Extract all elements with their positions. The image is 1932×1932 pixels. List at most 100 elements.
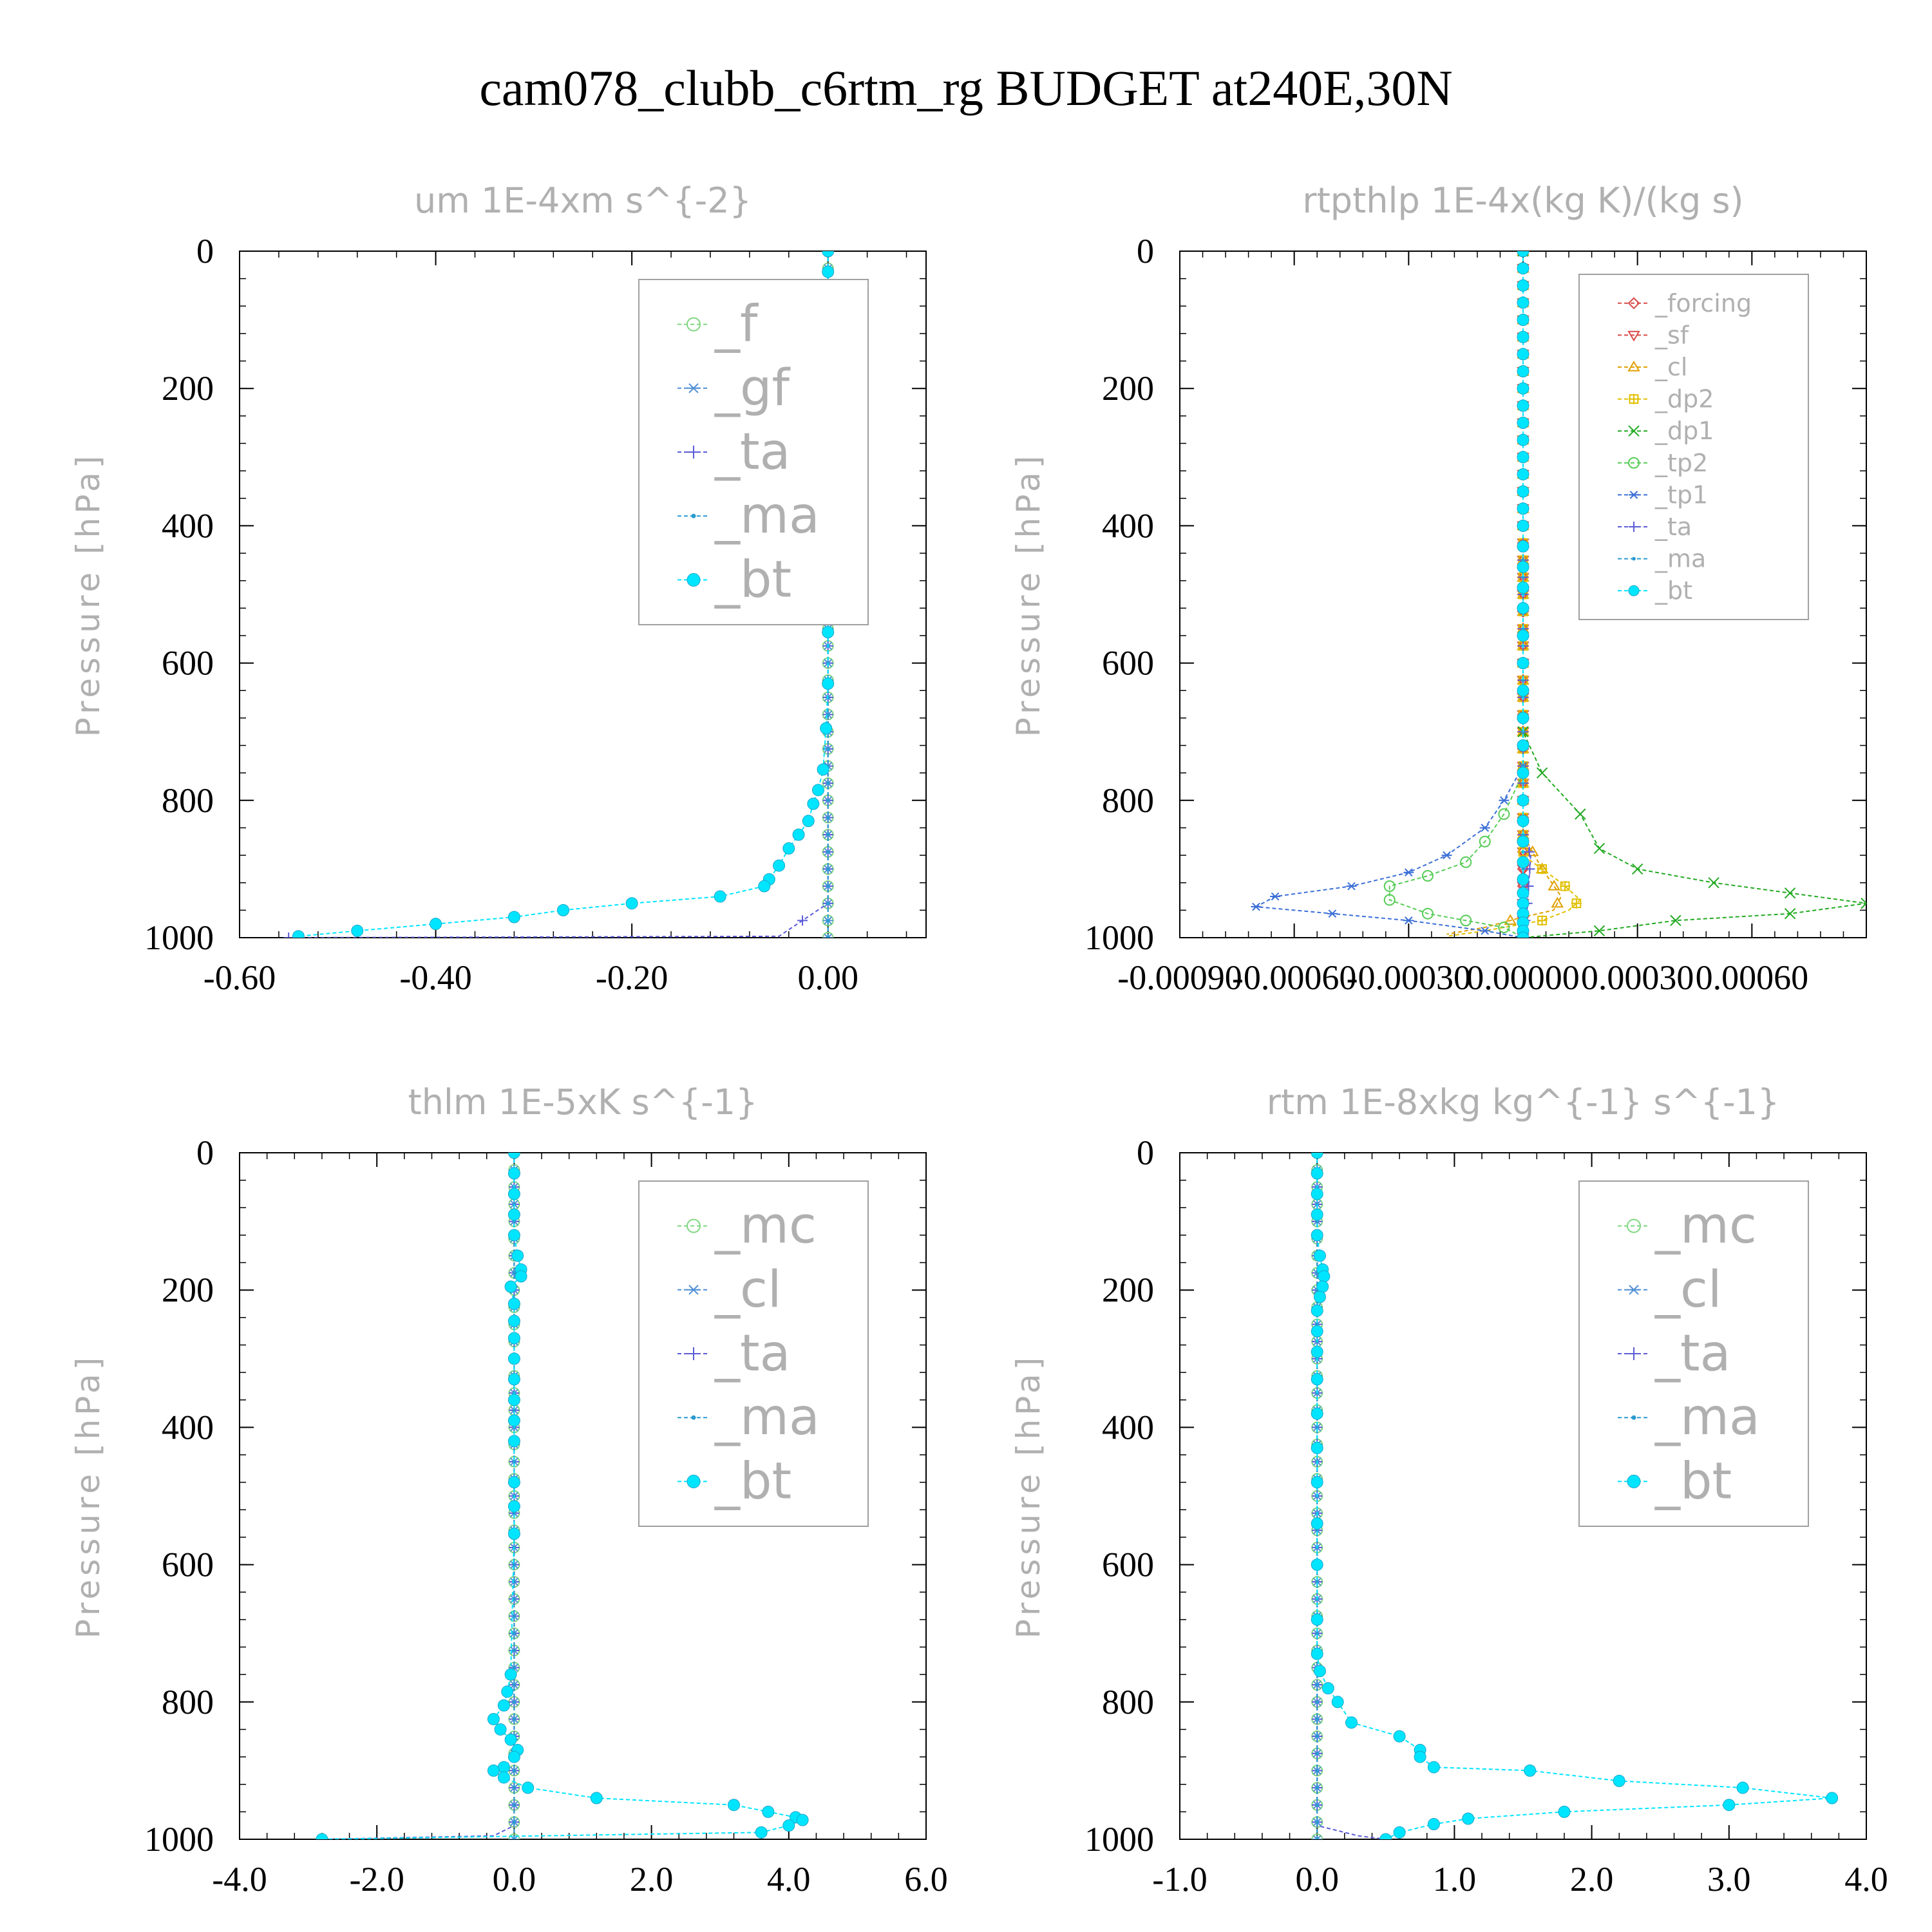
y-tick-label: 800: [162, 781, 214, 820]
series-bt: [1517, 251, 1530, 938]
x-tick-label: -1.0: [1152, 1860, 1207, 1899]
series-line: [1446, 251, 1582, 937]
data-point: [512, 1562, 516, 1567]
data-point: [1421, 907, 1434, 920]
data-point: [508, 1833, 520, 1839]
data-point: [497, 1761, 510, 1774]
y-tick-label: 0: [1137, 1133, 1154, 1172]
legend-label: _cl: [1654, 353, 1687, 381]
legend-label: _bt: [1654, 1452, 1732, 1510]
legend-marker: [687, 1218, 701, 1233]
data-point: [1521, 730, 1525, 734]
data-point: [826, 936, 830, 938]
data-point: [773, 859, 786, 872]
legend-label: _mc: [714, 1197, 817, 1255]
plot-frame: [239, 251, 927, 938]
data-point: [1517, 835, 1530, 848]
data-point: [1379, 1833, 1392, 1839]
data-point: [1311, 1325, 1323, 1338]
y-axis-label: Pressure [hPa]: [70, 1354, 107, 1639]
data-point: [1517, 856, 1530, 869]
data-point: [1593, 842, 1605, 855]
data-point: [1311, 1517, 1323, 1530]
data-point: [507, 1314, 520, 1327]
legend-marker: [687, 383, 700, 393]
data-point: [1315, 1837, 1319, 1839]
legend: _mc _cl _ta_ma _bt: [638, 1180, 869, 1527]
data-point: [507, 1352, 520, 1365]
data-point: [826, 747, 830, 751]
data-layer: [1311, 1153, 1839, 1839]
data-point: [507, 1394, 520, 1406]
x-tick-label: 6.0: [904, 1860, 948, 1899]
data-point: [820, 722, 833, 735]
legend-marker: [687, 446, 700, 459]
legend-label: _ta: [1654, 1325, 1730, 1383]
legend-label: _ta: [1654, 513, 1692, 541]
x-tick-label: -0.00090: [1117, 958, 1242, 997]
data-point: [512, 1408, 516, 1412]
data-point: [826, 661, 830, 665]
data-point: [755, 1826, 768, 1839]
data-point: [1498, 922, 1510, 934]
x-tick-label: 0.00: [797, 958, 858, 997]
legend-label: _ta: [714, 1325, 790, 1383]
data-point: [507, 1528, 520, 1540]
data-point: [1346, 882, 1357, 891]
legend-label: _tp1: [1654, 480, 1708, 509]
legend-marker: [687, 1474, 701, 1488]
data-point: [1517, 739, 1530, 752]
data-point: [1517, 657, 1530, 670]
data-point: [283, 933, 294, 938]
data-point: [1517, 314, 1530, 327]
data-point: [1460, 914, 1472, 927]
data-point: [1315, 1768, 1319, 1773]
panel-title: thlm 1E-5xK s^{-1}: [408, 1082, 758, 1122]
data-point: [512, 1631, 516, 1635]
legend: _f_gf _ta _ma _bt: [638, 279, 869, 625]
data-point: [1517, 560, 1530, 573]
series-line: [1254, 251, 1524, 938]
series-tp2: [1383, 251, 1529, 938]
series-line: [321, 1153, 804, 1839]
legend-marker: [691, 513, 696, 518]
data-point: [1315, 1683, 1319, 1687]
x-tick-label: 0.00000: [1466, 958, 1580, 997]
data-point: [507, 1332, 520, 1345]
data-point: [1311, 1558, 1323, 1571]
y-tick-label: 1000: [144, 1820, 214, 1859]
data-point: [1571, 898, 1582, 909]
data-point: [1517, 296, 1530, 309]
data-point: [1327, 909, 1338, 918]
legend-marker: [1627, 1285, 1640, 1295]
data-point: [494, 1723, 507, 1736]
x-tick-label: 2.0: [1570, 1860, 1614, 1899]
legend-label: _bt: [714, 551, 791, 609]
legend-label: _mc: [1654, 1197, 1757, 1255]
data-point: [1537, 915, 1548, 926]
x-tick-label: -0.00030: [1347, 958, 1471, 997]
y-tick-label: 800: [162, 1683, 214, 1721]
data-point: [1313, 1665, 1326, 1678]
y-tick-label: 600: [162, 644, 214, 683]
data-point: [1311, 1647, 1323, 1660]
data-point: [1517, 794, 1530, 807]
data-point: [512, 1820, 516, 1824]
legend-label: _ta: [714, 423, 790, 481]
data-point: [1315, 1580, 1319, 1584]
legend-label: _gf: [714, 359, 791, 417]
legend-marker: [1629, 393, 1639, 404]
data-point: [507, 1298, 520, 1311]
legend-marker: [687, 317, 701, 332]
data-point: [1311, 1229, 1323, 1242]
legend-box: [638, 1180, 869, 1527]
y-tick-label: 200: [162, 1271, 214, 1309]
data-point: [1517, 485, 1530, 498]
data-point: [1517, 451, 1530, 464]
x-tick-label: -2.0: [349, 1860, 404, 1899]
data-point: [1383, 894, 1396, 906]
data-point: [826, 799, 830, 802]
legend-marker: [687, 1285, 700, 1295]
data-point: [1517, 262, 1530, 275]
